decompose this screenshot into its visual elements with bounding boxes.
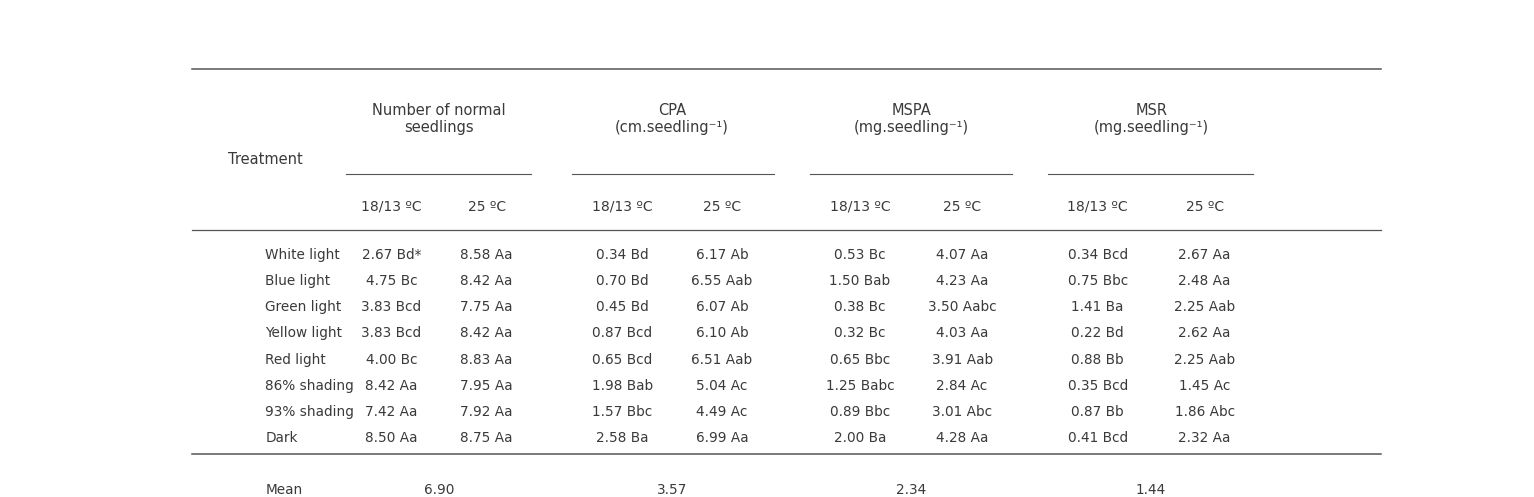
Text: 1.44: 1.44 <box>1137 483 1166 497</box>
Text: 0.65 Bbc: 0.65 Bbc <box>830 353 890 367</box>
Text: 6.55 Aab: 6.55 Aab <box>692 274 753 288</box>
Text: 3.01 Abc: 3.01 Abc <box>933 405 992 419</box>
Text: 0.32 Bc: 0.32 Bc <box>834 327 885 340</box>
Text: 0.89 Bbc: 0.89 Bbc <box>830 405 890 419</box>
Text: 6.17 Ab: 6.17 Ab <box>695 248 749 262</box>
Text: 2.58 Ba: 2.58 Ba <box>595 431 649 445</box>
Text: 1.86 Abc: 1.86 Abc <box>1175 405 1235 419</box>
Text: Red light: Red light <box>265 353 327 367</box>
Text: 8.42 Aa: 8.42 Aa <box>460 274 512 288</box>
Text: Blue light: Blue light <box>265 274 331 288</box>
Text: MSPA
(mg.seedling⁻¹): MSPA (mg.seedling⁻¹) <box>853 103 968 135</box>
Text: 7.75 Aa: 7.75 Aa <box>460 300 512 314</box>
Text: 4.75 Bc: 4.75 Bc <box>365 274 417 288</box>
Text: 0.45 Bd: 0.45 Bd <box>595 300 649 314</box>
Text: 2.25 Aab: 2.25 Aab <box>1174 300 1235 314</box>
Text: 8.42 Aa: 8.42 Aa <box>365 379 417 393</box>
Text: 0.75 Bbc: 0.75 Bbc <box>1068 274 1127 288</box>
Text: 1.57 Bbc: 1.57 Bbc <box>592 405 652 419</box>
Text: 2.48 Aa: 2.48 Aa <box>1178 274 1230 288</box>
Text: 2.84 Ac: 2.84 Ac <box>936 379 988 393</box>
Text: 6.07 Ab: 6.07 Ab <box>695 300 749 314</box>
Text: 3.83 Bcd: 3.83 Bcd <box>362 327 422 340</box>
Text: MSR
(mg.seedling⁻¹): MSR (mg.seedling⁻¹) <box>1094 103 1209 135</box>
Text: 6.51 Aab: 6.51 Aab <box>692 353 753 367</box>
Text: 1.98 Bab: 1.98 Bab <box>592 379 652 393</box>
Text: 25 ºC: 25 ºC <box>703 200 741 214</box>
Text: 0.34 Bcd: 0.34 Bcd <box>1068 248 1127 262</box>
Text: 3.50 Aabc: 3.50 Aabc <box>928 300 997 314</box>
Text: 1.25 Babc: 1.25 Babc <box>825 379 894 393</box>
Text: 1.50 Bab: 1.50 Bab <box>830 274 890 288</box>
Text: 2.32 Aa: 2.32 Aa <box>1178 431 1230 445</box>
Text: Dark: Dark <box>265 431 298 445</box>
Text: 8.75 Aa: 8.75 Aa <box>460 431 512 445</box>
Text: 4.07 Aa: 4.07 Aa <box>936 248 988 262</box>
Text: 7.42 Aa: 7.42 Aa <box>365 405 417 419</box>
Text: 7.92 Aa: 7.92 Aa <box>460 405 512 419</box>
Text: 2.67 Aa: 2.67 Aa <box>1178 248 1230 262</box>
Text: 0.41 Bcd: 0.41 Bcd <box>1068 431 1127 445</box>
Text: 18/13 ºC: 18/13 ºC <box>1068 200 1127 214</box>
Text: 0.87 Bcd: 0.87 Bcd <box>592 327 652 340</box>
Text: 2.00 Ba: 2.00 Ba <box>833 431 887 445</box>
Text: 3.83 Bcd: 3.83 Bcd <box>362 300 422 314</box>
Text: 25 ºC: 25 ºC <box>468 200 506 214</box>
Text: 2.67 Bd*: 2.67 Bd* <box>362 248 422 262</box>
Text: 25 ºC: 25 ºC <box>943 200 982 214</box>
Text: 1.45 Ac: 1.45 Ac <box>1180 379 1230 393</box>
Text: 8.83 Aa: 8.83 Aa <box>460 353 512 367</box>
Text: 0.70 Bd: 0.70 Bd <box>595 274 649 288</box>
Text: 18/13 ºC: 18/13 ºC <box>592 200 652 214</box>
Text: CPA
(cm.seedling⁻¹): CPA (cm.seedling⁻¹) <box>615 103 729 135</box>
Text: Treatment: Treatment <box>229 152 302 166</box>
Text: 0.38 Bc: 0.38 Bc <box>834 300 885 314</box>
Text: White light: White light <box>265 248 341 262</box>
Text: 18/13 ºC: 18/13 ºC <box>830 200 890 214</box>
Text: 1.41 Ba: 1.41 Ba <box>1071 300 1124 314</box>
Text: 6.10 Ab: 6.10 Ab <box>695 327 749 340</box>
Text: 3.91 Aab: 3.91 Aab <box>931 353 992 367</box>
Text: 2.34: 2.34 <box>896 483 927 497</box>
Text: 0.35 Bcd: 0.35 Bcd <box>1068 379 1127 393</box>
Text: 0.88 Bb: 0.88 Bb <box>1071 353 1124 367</box>
Text: 4.00 Bc: 4.00 Bc <box>365 353 417 367</box>
Text: 0.22 Bd: 0.22 Bd <box>1071 327 1124 340</box>
Text: 6.90: 6.90 <box>423 483 454 497</box>
Text: 6.99 Aa: 6.99 Aa <box>695 431 749 445</box>
Text: 2.25 Aab: 2.25 Aab <box>1174 353 1235 367</box>
Text: 86% shading: 86% shading <box>265 379 354 393</box>
Text: Mean: Mean <box>265 483 302 497</box>
Text: 0.87 Bb: 0.87 Bb <box>1071 405 1124 419</box>
Text: 3.57: 3.57 <box>657 483 687 497</box>
Text: 8.58 Aa: 8.58 Aa <box>460 248 512 262</box>
Text: Green light: Green light <box>265 300 342 314</box>
Text: 8.42 Aa: 8.42 Aa <box>460 327 512 340</box>
Text: 2.62 Aa: 2.62 Aa <box>1178 327 1230 340</box>
Text: 18/13 ºC: 18/13 ºC <box>360 200 422 214</box>
Text: 25 ºC: 25 ºC <box>1186 200 1224 214</box>
Text: 0.65 Bcd: 0.65 Bcd <box>592 353 652 367</box>
Text: Number of normal
seedlings: Number of normal seedlings <box>373 103 506 135</box>
Text: 0.34 Bd: 0.34 Bd <box>595 248 649 262</box>
Text: 4.23 Aa: 4.23 Aa <box>936 274 988 288</box>
Text: 7.95 Aa: 7.95 Aa <box>460 379 512 393</box>
Text: 93% shading: 93% shading <box>265 405 354 419</box>
Text: 4.49 Ac: 4.49 Ac <box>696 405 747 419</box>
Text: 0.53 Bc: 0.53 Bc <box>834 248 885 262</box>
Text: 4.03 Aa: 4.03 Aa <box>936 327 988 340</box>
Text: 8.50 Aa: 8.50 Aa <box>365 431 417 445</box>
Text: Yellow light: Yellow light <box>265 327 342 340</box>
Text: 5.04 Ac: 5.04 Ac <box>696 379 747 393</box>
Text: 4.28 Aa: 4.28 Aa <box>936 431 988 445</box>
